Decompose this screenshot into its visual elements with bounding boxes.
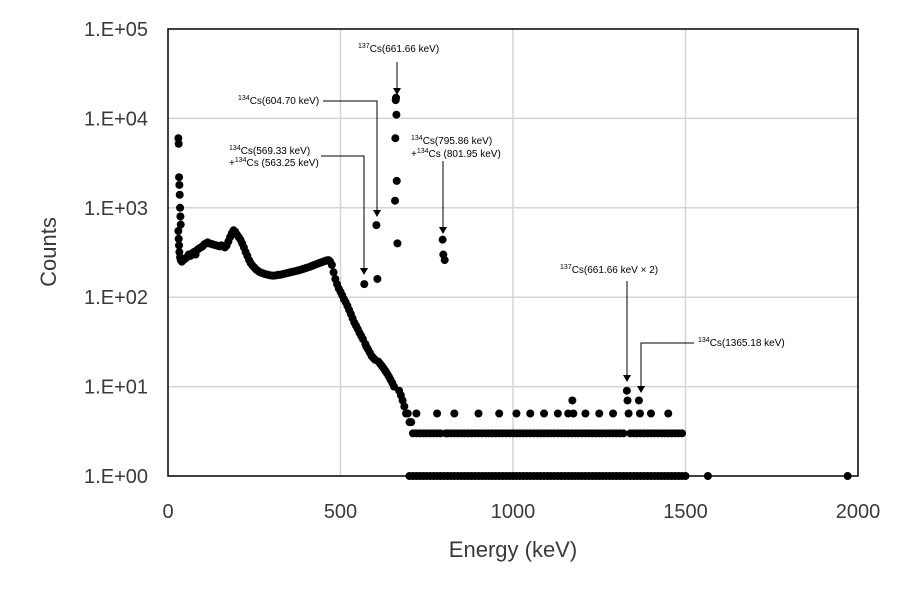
data-point xyxy=(595,409,604,418)
y-tick-label: 1.E+04 xyxy=(84,108,148,130)
data-point xyxy=(843,472,852,480)
data-point xyxy=(664,409,673,418)
data-point xyxy=(392,93,401,102)
data-point xyxy=(174,227,183,236)
data-point xyxy=(634,396,643,405)
data-point xyxy=(176,220,185,229)
data-point xyxy=(175,190,184,199)
x-tick-labels: 0 500 1000 1500 2000 xyxy=(162,501,880,523)
data-point xyxy=(474,409,483,418)
y-axis-title: Counts xyxy=(36,217,61,287)
annotation-cs137-661: 137Cs(661.66 keV) xyxy=(358,43,439,55)
data-point xyxy=(681,472,690,480)
data-point xyxy=(392,176,401,185)
data-point xyxy=(526,409,535,418)
data-point xyxy=(619,429,628,438)
annotation-cs134-801: +134Cs (801.95 keV) xyxy=(411,148,501,160)
data-point xyxy=(623,396,632,405)
data-point xyxy=(360,280,369,289)
y-tick-labels: 1.E+00 1.E+01 1.E+02 1.E+03 1.E+04 1.E+05 xyxy=(84,19,148,488)
data-point xyxy=(568,396,577,405)
x-tick-label: 1500 xyxy=(663,501,708,523)
x-tick-label: 2000 xyxy=(836,501,881,523)
data-point xyxy=(393,239,402,248)
data-point xyxy=(403,409,412,418)
data-point xyxy=(373,274,382,283)
data-points xyxy=(174,93,852,480)
data-point xyxy=(174,139,183,148)
data-point xyxy=(433,409,442,418)
data-point xyxy=(581,409,590,418)
data-point xyxy=(440,256,449,265)
data-point xyxy=(609,409,618,418)
data-point xyxy=(407,418,416,427)
y-tick-label: 1.E+02 xyxy=(84,287,148,309)
annotation-cs134-1365: 134Cs(1365.18 keV) xyxy=(698,337,785,349)
x-tick-label: 1000 xyxy=(491,501,536,523)
data-point xyxy=(176,203,185,212)
data-point xyxy=(450,409,459,418)
data-point xyxy=(512,409,521,418)
data-point xyxy=(391,196,400,205)
data-point xyxy=(438,235,447,244)
data-point xyxy=(678,429,687,438)
data-point xyxy=(372,221,381,230)
grid xyxy=(168,29,858,476)
data-point xyxy=(635,409,644,418)
annotation-cs134-569: 134Cs(569.33 keV) xyxy=(229,145,310,157)
data-point xyxy=(175,173,184,182)
data-point xyxy=(553,409,562,418)
y-tick-label: 1.E+00 xyxy=(84,466,148,488)
data-point xyxy=(647,409,655,418)
data-point xyxy=(175,241,184,250)
x-tick-label: 0 xyxy=(162,501,173,523)
x-axis-title: Energy (keV) xyxy=(449,537,577,562)
data-point xyxy=(176,212,185,221)
y-tick-label: 1.E+03 xyxy=(84,198,148,220)
data-point xyxy=(564,409,573,418)
data-point xyxy=(622,386,631,395)
annotation-cs134-563: +134Cs (563.25 keV) xyxy=(229,157,319,169)
annotation-cs137-sum: 137Cs(661.66 keV × 2) xyxy=(560,264,658,276)
data-point xyxy=(175,180,184,189)
y-tick-label: 1.E+01 xyxy=(84,377,148,399)
data-point xyxy=(329,268,338,277)
x-tick-label: 500 xyxy=(324,501,357,523)
data-point xyxy=(624,409,633,418)
annotations: 137Cs(661.66 keV) 134Cs(604.70 keV) 134C… xyxy=(229,43,785,393)
data-point xyxy=(412,409,421,418)
y-tick-label: 1.E+05 xyxy=(84,19,148,41)
data-point xyxy=(327,260,336,269)
annotation-cs134-604: 134Cs(604.70 keV) xyxy=(238,95,319,107)
data-point xyxy=(391,134,400,143)
annotation-cs134-795: 134Cs(795.86 keV) xyxy=(411,135,492,147)
data-point xyxy=(392,110,401,119)
data-point xyxy=(495,409,504,418)
data-point xyxy=(400,402,409,411)
data-point xyxy=(703,472,712,480)
data-point xyxy=(540,409,549,418)
data-point xyxy=(174,234,183,243)
